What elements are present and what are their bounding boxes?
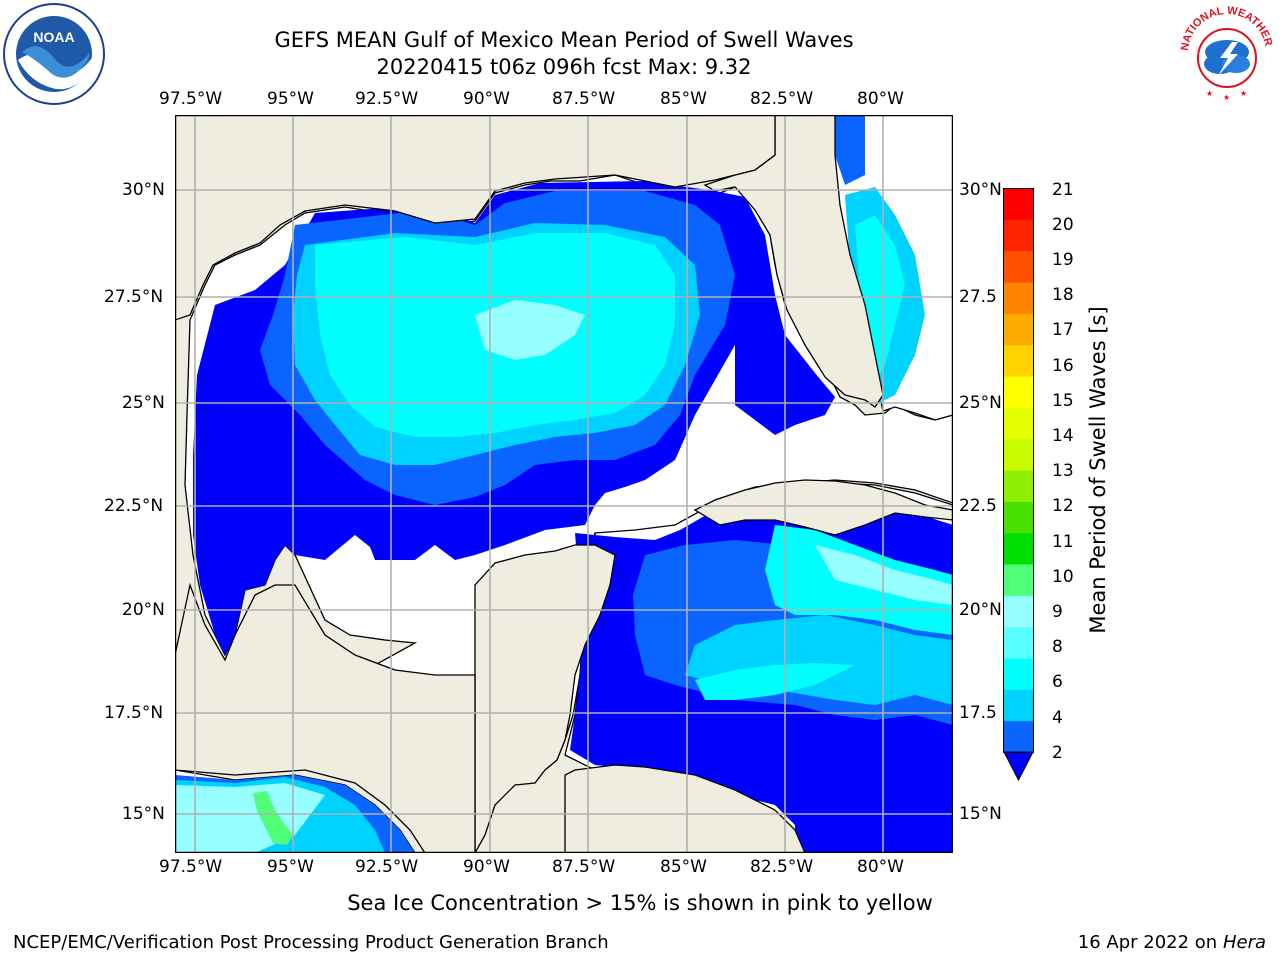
colorbar-block <box>1003 595 1034 628</box>
footer-branch: NCEP/EMC/Verification Post Processing Pr… <box>13 932 609 953</box>
colorbar-block <box>1003 626 1034 659</box>
colorbar-block <box>1003 282 1034 314</box>
noaa-logo: NOAA <box>3 3 105 105</box>
lat-label-left: 25°N <box>122 393 165 413</box>
colorbar-block <box>1003 564 1034 596</box>
colorbar-tick: 15 <box>1052 391 1074 411</box>
nws-logo: NATIONAL WEATHER SERVICE ★★★ <box>1176 2 1275 102</box>
noaa-logo-text: NOAA <box>33 29 74 45</box>
lon-label-top: 92.5°W <box>355 89 419 109</box>
lat-label-right: 17.5 <box>959 703 997 723</box>
colorbar-tick: 8 <box>1052 637 1063 657</box>
colorbar-tick: 11 <box>1052 532 1074 552</box>
colorbar-block <box>1003 188 1034 220</box>
colorbar-tick: 4 <box>1052 708 1063 728</box>
swell-period-map <box>175 115 953 853</box>
svg-text:★: ★ <box>1240 89 1247 98</box>
lat-label-right: 30°N <box>959 180 1002 200</box>
colorbar-tick: 6 <box>1052 672 1063 692</box>
colorbar-tick: 13 <box>1052 461 1074 481</box>
lon-label-bottom: 95°W <box>267 857 314 877</box>
map-title: GEFS MEAN Gulf of Mexico Mean Period of … <box>274 28 854 52</box>
colorbar-block <box>1003 470 1034 502</box>
colorbar-under-triangle <box>1003 751 1034 782</box>
lon-label-top: 80°W <box>857 89 904 109</box>
lon-label-top: 97.5°W <box>159 89 223 109</box>
lat-label-right: 22.5 <box>959 496 997 516</box>
footer-date-text: 16 Apr 2022 on <box>1077 932 1223 953</box>
colorbar-tick: 2 <box>1052 743 1063 763</box>
lat-label-right: 25°N <box>959 393 1002 413</box>
colorbar-block <box>1003 501 1034 534</box>
lon-label-top: 87.5°W <box>552 89 616 109</box>
sea-ice-caption: Sea Ice Concentration > 15% is shown in … <box>347 891 933 915</box>
lat-label-left: 27.5°N <box>104 287 164 307</box>
lon-label-bottom: 97.5°W <box>159 857 223 877</box>
colorbar-block <box>1003 250 1034 283</box>
footer-date: 16 Apr 2022 on Hera <box>1078 932 1266 953</box>
colorbar-tick: 17 <box>1052 320 1074 340</box>
lon-label-top: 85°W <box>660 89 707 109</box>
colorbar-block <box>1003 532 1034 565</box>
colorbar-label: Mean Period of Swell Waves [s] <box>1086 306 1110 634</box>
colorbar-block <box>1003 438 1034 471</box>
footer-machine: Hera <box>1222 932 1266 953</box>
lat-label-left: 22.5°N <box>104 496 164 516</box>
colorbar-block <box>1003 313 1034 346</box>
colorbar-tick: 21 <box>1052 180 1074 200</box>
lat-label-left: 17.5°N <box>104 703 164 723</box>
colorbar-block <box>1003 720 1034 753</box>
colorbar-tick: 14 <box>1052 426 1074 446</box>
map-graticule <box>175 115 953 853</box>
svg-text:★: ★ <box>1206 89 1213 98</box>
map-subtitle: 20220415 t06z 096h fcst Max: 9.32 <box>376 55 752 79</box>
svg-text:★: ★ <box>1223 93 1230 102</box>
lat-label-right: 27.5 <box>959 287 997 307</box>
lat-label-left: 30°N <box>122 180 165 200</box>
colorbar-block <box>1003 219 1034 252</box>
lat-label-right: 20°N <box>959 600 1002 620</box>
lon-label-top: 90°W <box>463 89 510 109</box>
colorbar-block <box>1003 658 1034 690</box>
lon-label-bottom: 92.5°W <box>355 857 419 877</box>
colorbar-tick: 12 <box>1052 496 1074 516</box>
map-frame <box>175 115 953 853</box>
lon-label-bottom: 80°W <box>857 857 904 877</box>
land-masses <box>175 115 953 853</box>
colorbar-tick: 19 <box>1052 250 1074 270</box>
lon-label-bottom: 87.5°W <box>552 857 616 877</box>
colorbar-tick: 10 <box>1052 567 1074 587</box>
colorbar-block <box>1003 407 1034 440</box>
colorbar-block <box>1003 376 1034 408</box>
colorbar-tick: 16 <box>1052 356 1074 376</box>
lat-label-left: 20°N <box>122 600 165 620</box>
lon-label-bottom: 90°W <box>463 857 510 877</box>
lon-label-top: 95°W <box>267 89 314 109</box>
lon-label-top: 82.5°W <box>750 89 814 109</box>
lon-label-bottom: 85°W <box>660 857 707 877</box>
lat-label-left: 15°N <box>122 804 165 824</box>
swell-field-9-10s <box>253 791 293 845</box>
colorbar-block <box>1003 689 1034 722</box>
colorbar-block <box>1003 344 1034 377</box>
colorbar-tick: 18 <box>1052 285 1074 305</box>
colorbar-frame <box>1003 188 1034 753</box>
colorbar-tick: 20 <box>1052 215 1074 235</box>
colorbar <box>1003 188 1034 782</box>
lon-label-bottom: 82.5°W <box>750 857 814 877</box>
lat-label-right: 15°N <box>959 804 1002 824</box>
colorbar-tick: 9 <box>1052 602 1063 622</box>
